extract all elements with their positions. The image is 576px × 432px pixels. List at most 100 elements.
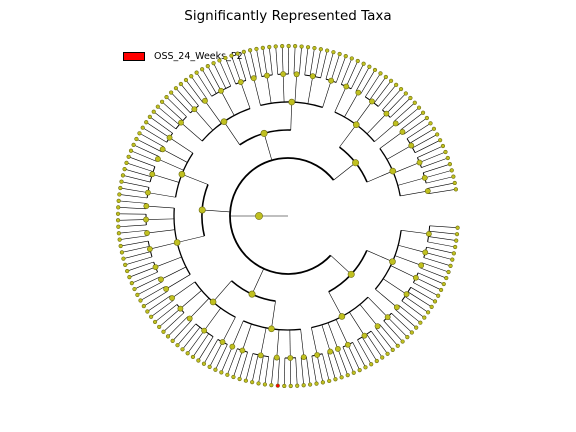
leaf-node xyxy=(343,54,348,59)
branch xyxy=(300,329,305,358)
branch xyxy=(347,344,360,371)
branch xyxy=(225,57,236,85)
branch xyxy=(355,66,370,92)
leaf-node xyxy=(116,198,121,203)
branch xyxy=(382,278,407,295)
leaf-node xyxy=(416,105,422,110)
leaf-node xyxy=(223,55,228,61)
branch xyxy=(391,313,413,333)
branch xyxy=(277,357,280,386)
genus-node xyxy=(273,354,280,361)
branch xyxy=(180,122,203,142)
genus-node xyxy=(178,119,184,126)
leaf-node xyxy=(155,104,160,109)
branch xyxy=(424,170,452,179)
branch xyxy=(171,281,196,299)
family-node xyxy=(338,313,346,320)
branch xyxy=(366,170,393,183)
leaf-node xyxy=(420,110,426,115)
genus-node xyxy=(418,262,425,269)
leaf-node xyxy=(446,269,451,275)
branch xyxy=(121,181,149,188)
branch xyxy=(390,97,411,118)
branch xyxy=(423,163,450,173)
leaf-node xyxy=(254,46,259,52)
leaf-node xyxy=(159,99,165,104)
branch xyxy=(157,158,184,171)
leaf-node xyxy=(131,142,136,147)
leaf-node xyxy=(134,136,139,142)
leaf-node xyxy=(207,364,212,369)
genus-node xyxy=(328,77,335,84)
branch xyxy=(166,96,187,117)
leaf-node xyxy=(200,67,205,72)
genus-node xyxy=(399,129,406,135)
branch xyxy=(157,106,180,125)
branch xyxy=(414,139,441,153)
branch xyxy=(361,336,378,362)
leaf-node xyxy=(286,43,291,49)
leaf-node xyxy=(288,383,293,389)
branch xyxy=(158,308,181,328)
leaf-node xyxy=(121,256,126,261)
branch xyxy=(130,150,157,162)
branch xyxy=(420,267,447,279)
branch xyxy=(194,109,214,131)
leaf-node xyxy=(441,281,446,287)
leaf-node xyxy=(165,334,171,339)
leaf-node xyxy=(161,329,166,334)
leaf-node xyxy=(132,286,137,292)
genus-node xyxy=(369,98,375,105)
genus-node xyxy=(158,276,164,283)
branch xyxy=(355,101,373,125)
branch xyxy=(322,80,332,108)
family-node xyxy=(389,167,397,175)
branch xyxy=(333,162,356,181)
branch xyxy=(133,144,160,157)
leaf-node xyxy=(308,382,313,387)
leaf-node xyxy=(178,81,183,87)
branch xyxy=(237,53,247,81)
branch xyxy=(418,272,444,285)
leaf-node xyxy=(305,45,311,50)
legend-label: OSS_24_Weeks_P2 xyxy=(154,51,243,62)
leaf-node xyxy=(119,250,125,255)
branch xyxy=(167,316,188,337)
branch xyxy=(427,241,456,248)
genus-node xyxy=(314,352,321,358)
leaf-node xyxy=(355,58,360,64)
genus-node xyxy=(250,75,257,82)
branch xyxy=(322,353,330,382)
leaf-node xyxy=(269,383,274,388)
branch xyxy=(152,173,180,183)
branch xyxy=(163,312,185,332)
branch xyxy=(359,304,378,327)
branch xyxy=(245,353,254,381)
genus-node xyxy=(149,171,156,178)
leaf-node xyxy=(201,361,207,366)
genus-node xyxy=(384,314,391,321)
genus-node xyxy=(218,87,224,94)
branch xyxy=(428,189,456,195)
branch xyxy=(142,127,167,143)
branch xyxy=(160,266,187,280)
branch xyxy=(121,246,150,253)
class-node xyxy=(255,212,263,220)
genus-node xyxy=(191,106,198,113)
branch xyxy=(201,69,217,94)
branch xyxy=(352,342,366,368)
genus-node xyxy=(425,230,432,237)
branch xyxy=(118,200,147,204)
branch xyxy=(166,274,191,290)
leaf-node xyxy=(450,257,455,262)
leaf-node xyxy=(409,330,414,335)
branch xyxy=(427,182,455,189)
branch xyxy=(185,79,204,103)
branch xyxy=(240,81,251,109)
leaf-node xyxy=(225,372,230,377)
leaf-node xyxy=(125,268,130,274)
leaf-node xyxy=(451,251,456,256)
branch xyxy=(428,236,457,241)
genus-node xyxy=(416,159,423,166)
leaf-node xyxy=(398,86,404,92)
